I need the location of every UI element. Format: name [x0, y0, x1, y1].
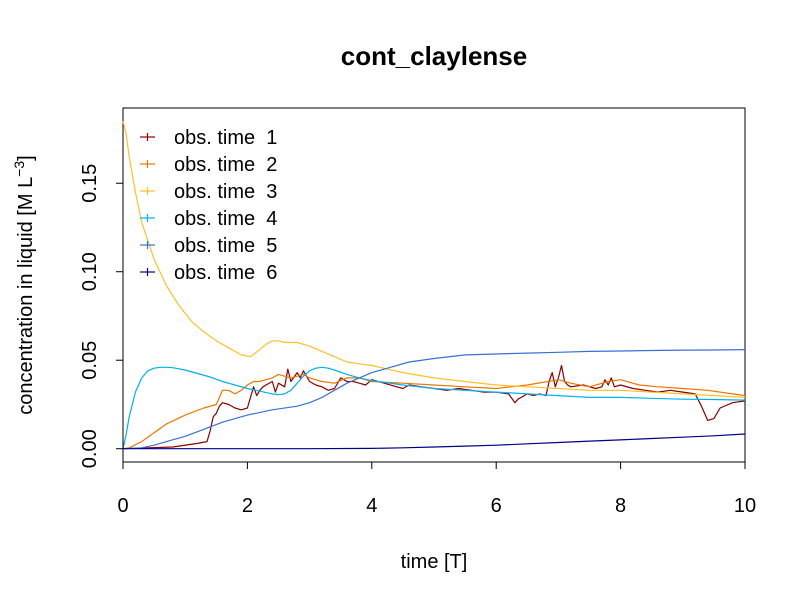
y-axis: 0.00 0.05 0.10 0.15 [79, 164, 124, 468]
series-line-2 [122, 373, 746, 450]
legend-label: obs. time 5 [174, 235, 277, 257]
series-line-5 [122, 349, 746, 450]
x-tick-label: 10 [734, 495, 756, 517]
y-axis-label-end: ] [15, 155, 37, 161]
legend-label: obs. time 1 [174, 127, 277, 149]
legend: obs. time 1 obs. time 2 obs. time 3 obs. ti… [140, 127, 277, 284]
y-axis-label: concentration in liquid [M L−3] [11, 155, 37, 414]
chart-title: cont_claylense [341, 41, 527, 71]
legend-label: obs. time 4 [174, 208, 277, 230]
legend-label: obs. time 2 [174, 154, 277, 176]
series-line-6 [123, 433, 746, 450]
y-tick-label: 0.10 [79, 252, 101, 291]
x-axis: 0 2 4 6 8 10 [117, 461, 756, 517]
legend-label: obs. time 3 [174, 181, 277, 203]
y-tick-label: 0.00 [79, 429, 101, 468]
x-tick-label: 2 [242, 495, 253, 517]
x-tick-label: 0 [117, 495, 128, 517]
x-axis-label: time [T] [401, 551, 468, 573]
x-tick-label: 6 [491, 495, 502, 517]
y-axis-label-superscript: −3 [11, 161, 27, 177]
series-line-3 [122, 121, 746, 398]
y-tick-label: 0.05 [79, 341, 101, 380]
x-tick-label: 8 [615, 495, 626, 517]
series-line-4 [122, 366, 746, 449]
legend-label: obs. time 6 [174, 262, 277, 284]
x-tick-label: 4 [366, 495, 377, 517]
series-layer [122, 121, 746, 450]
y-tick-label: 0.15 [79, 164, 101, 203]
y-axis-label-main: concentration in liquid [M L [15, 177, 37, 415]
